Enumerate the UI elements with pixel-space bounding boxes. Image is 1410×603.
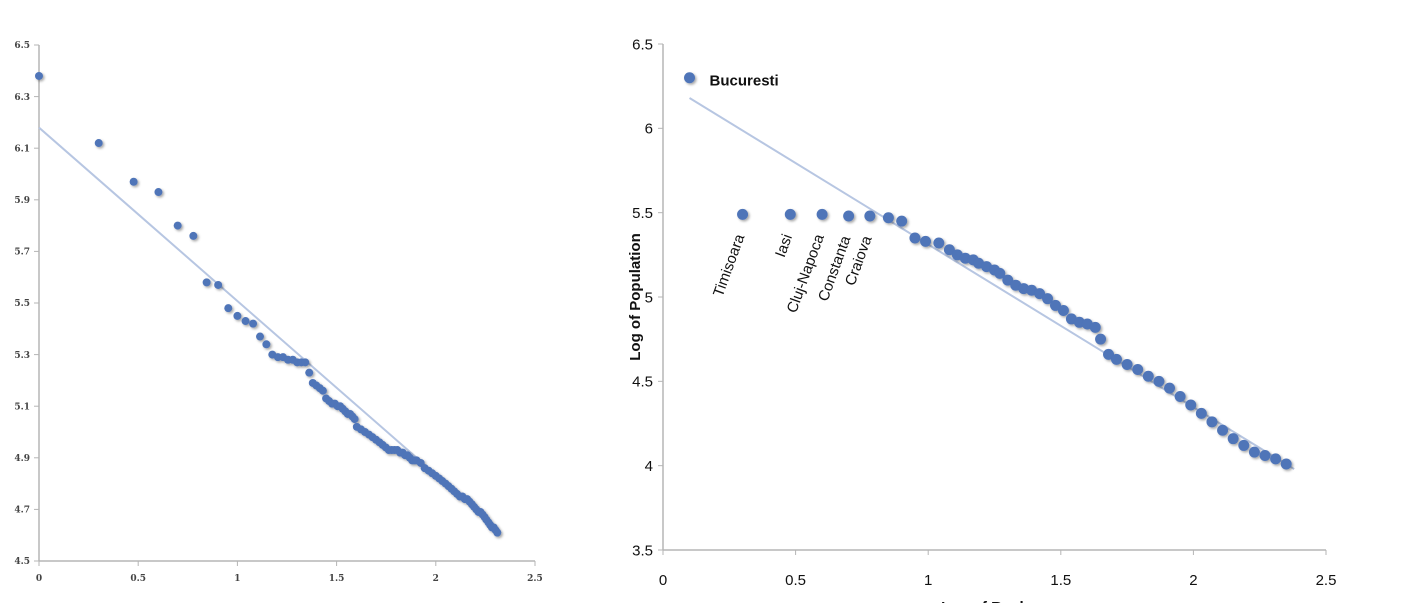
y-tick-label: 4.5	[632, 374, 653, 391]
data-point	[189, 231, 198, 240]
data-point	[943, 244, 955, 256]
data-point	[1227, 433, 1239, 445]
data-point	[1248, 446, 1260, 458]
point-label: Bucuresti	[710, 73, 779, 90]
data-point	[1034, 288, 1046, 300]
data-point	[262, 340, 271, 349]
data-point	[350, 415, 359, 424]
data-point	[896, 215, 908, 227]
data-point-constanta	[843, 210, 855, 222]
data-point	[1259, 450, 1271, 462]
y-tick-label: 6.5	[14, 41, 30, 51]
data-point	[214, 280, 223, 289]
y-tick-label: 5.9	[14, 196, 30, 206]
data-point-cluj-napoca	[816, 208, 828, 220]
data-point	[1195, 407, 1207, 419]
y-tick-label: 6.5	[632, 36, 653, 53]
data-point	[249, 319, 258, 328]
data-point	[1121, 358, 1133, 370]
data-point	[1057, 304, 1069, 316]
data-point	[909, 232, 921, 244]
data-point	[35, 71, 43, 80]
y-tick-label: 5.7	[14, 248, 30, 258]
data-point	[241, 317, 250, 326]
data-point-iasi	[784, 208, 796, 220]
y-tick-label: 4	[645, 458, 653, 475]
x-tick-label: 2.5	[1316, 572, 1337, 589]
data-point	[1153, 375, 1165, 387]
y-tick-label: 4.7	[14, 506, 30, 516]
data-point	[305, 368, 314, 377]
data-point	[1270, 453, 1282, 465]
point-label: Timisoara	[710, 231, 749, 299]
x-tick-label: 0.5	[130, 574, 146, 584]
y-tick-label: 5.5	[632, 205, 653, 222]
x-tick-label: 0	[659, 572, 667, 589]
y-tick-label: 5.3	[14, 351, 30, 361]
y-tick-label: 5	[645, 289, 653, 306]
x-tick-label: 1	[924, 572, 932, 589]
data-point	[994, 267, 1006, 279]
y-tick-label: 6	[645, 121, 653, 138]
data-point	[154, 188, 163, 197]
y-tick-label: 3.5	[632, 542, 653, 559]
data-point	[1132, 364, 1144, 376]
data-point	[1103, 348, 1115, 360]
data-point	[301, 358, 310, 367]
x-axis-label: Log of Rank	[941, 599, 1028, 603]
data-point	[1049, 299, 1061, 311]
x-tick-label: 2.5	[527, 574, 543, 584]
data-point	[1089, 321, 1101, 333]
data-point	[1142, 370, 1154, 382]
y-tick-label: 6.3	[14, 93, 30, 103]
data-point	[1164, 382, 1176, 394]
data-point	[493, 528, 502, 537]
x-tick-label: 0	[36, 574, 42, 584]
data-point	[1002, 274, 1014, 286]
data-point	[1280, 458, 1292, 470]
data-point	[1110, 353, 1122, 365]
data-point	[202, 278, 211, 287]
data-points	[684, 72, 1292, 470]
data-point	[1174, 391, 1186, 403]
x-tick-label: 2	[433, 574, 439, 584]
point-label: Iasi	[772, 232, 796, 260]
data-point	[129, 177, 138, 186]
y-tick-label: 4.5	[14, 557, 30, 567]
data-point	[256, 332, 265, 341]
x-tick-label: 1.5	[1050, 572, 1071, 589]
data-point	[233, 311, 242, 320]
data-point	[1095, 333, 1107, 345]
data-point-timisoara	[737, 208, 749, 220]
data-point	[1206, 416, 1218, 428]
y-tick-label: 5.5	[14, 299, 30, 309]
x-tick-label: 0.5	[785, 572, 806, 589]
data-point	[224, 304, 233, 313]
right-scatter-chart: 3.5 4 4.5 5 5.5 6 6.5 0 0.5 1 1.5 2 2.5 Bucuresti Timi…	[627, 36, 1336, 603]
data-point	[882, 212, 894, 224]
x-tick-label: 1	[234, 574, 240, 584]
data-point	[318, 386, 327, 395]
y-tick-label: 4.9	[14, 454, 30, 464]
data-points	[35, 71, 502, 537]
x-tick-label: 2	[1189, 572, 1197, 589]
data-point-craiova	[864, 210, 876, 222]
data-point	[1238, 439, 1250, 451]
data-point	[173, 221, 182, 230]
data-point	[933, 237, 945, 249]
data-point-bucuresti	[684, 72, 696, 84]
x-tick-label: 1.5	[329, 574, 345, 584]
data-point	[1217, 424, 1229, 436]
left-scatter-chart: 4.5 4.7 4.9 5.1 5.3 5.5 5.7 5.9 6.1 6.3 6.5 0 0.5 1 1.…	[14, 41, 543, 584]
y-tick-label: 6.1	[14, 144, 30, 154]
data-point	[920, 235, 932, 247]
y-tick-label: 5.1	[14, 402, 30, 412]
data-point	[1185, 399, 1197, 411]
data-point	[1042, 293, 1054, 305]
data-point	[94, 139, 103, 148]
y-axis-label: Log of Population	[627, 233, 644, 360]
